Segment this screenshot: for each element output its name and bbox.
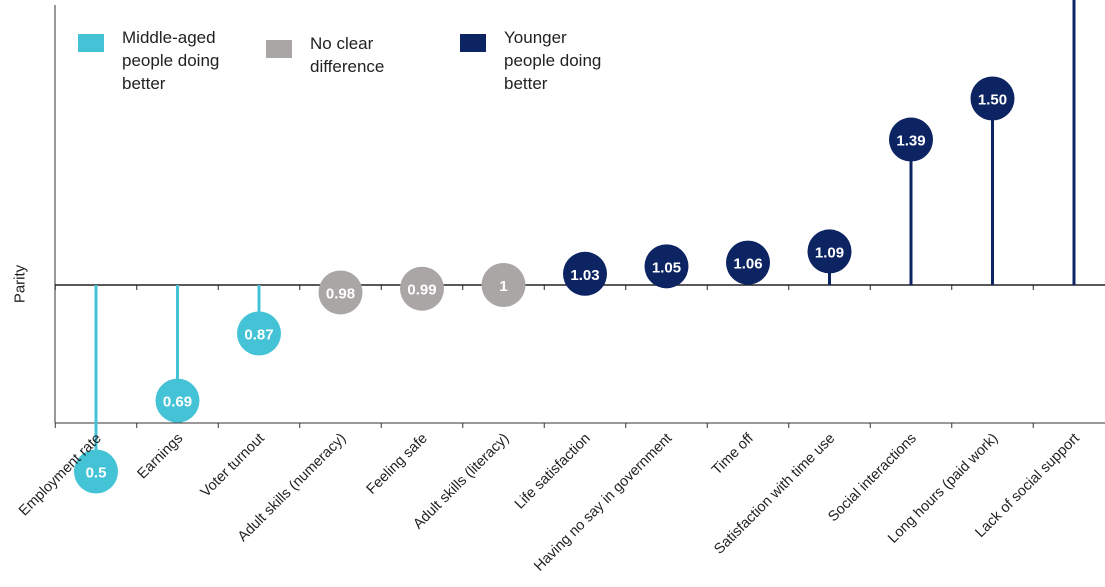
value-label-having-no-say-in-government: 1.05 bbox=[652, 259, 681, 276]
point-having-no-say-in-government bbox=[644, 244, 689, 289]
point-earnings bbox=[155, 378, 200, 423]
value-label-long-hours-paid-work: 1.50 bbox=[978, 92, 1007, 109]
category-label-voter-turnout: Voter turnout bbox=[198, 431, 268, 501]
category-label-earnings: Earnings bbox=[135, 431, 187, 483]
value-label-employment-rate: 0.5 bbox=[86, 465, 107, 482]
point-social-interactions bbox=[889, 117, 933, 162]
value-label-life-satisfaction: 1.03 bbox=[570, 267, 599, 284]
y-axis-label: Parity bbox=[11, 264, 29, 304]
legend-label-younger: Younger people doing better bbox=[504, 28, 602, 93]
category-label-time-off: Time off bbox=[709, 430, 757, 478]
point-voter-turnout bbox=[237, 311, 281, 356]
legend-item-no-difference: No clear difference bbox=[266, 32, 405, 78]
value-label-earnings: 0.69 bbox=[163, 394, 192, 411]
point-long-hours-paid-work bbox=[970, 76, 1015, 121]
legend-label-middle-aged: Middle-aged people doing better bbox=[122, 28, 220, 93]
legend-swatch-no-difference bbox=[266, 40, 292, 58]
point-time-off bbox=[726, 240, 770, 285]
value-label-satisfaction-with-time-use: 1.09 bbox=[815, 244, 844, 261]
point-adult-skills-numeracy bbox=[318, 270, 363, 315]
value-label-adult-skills-literacy: 1 bbox=[499, 278, 507, 295]
value-label-adult-skills-numeracy: 0.98 bbox=[326, 285, 355, 302]
point-satisfaction-with-time-use bbox=[807, 229, 852, 274]
point-feeling-safe bbox=[400, 266, 444, 311]
category-label-having-no-say-in-government: Having no say in government bbox=[531, 431, 675, 575]
legend-item-younger: Younger people doing better bbox=[460, 26, 609, 95]
legend-item-middle-aged: Middle-aged people doing better bbox=[78, 26, 232, 95]
value-label-time-off: 1.06 bbox=[733, 256, 762, 273]
category-label-social-interactions: Social interactions bbox=[825, 431, 920, 526]
legend-swatch-younger bbox=[460, 34, 486, 52]
point-adult-skills-literacy bbox=[481, 263, 526, 307]
point-life-satisfaction bbox=[563, 251, 607, 296]
point-employment-rate bbox=[74, 449, 118, 494]
legend-swatch-middle-aged bbox=[78, 34, 104, 52]
value-label-voter-turnout: 0.87 bbox=[244, 326, 273, 343]
legend-label-no-difference: No clear difference bbox=[310, 34, 385, 76]
value-label-social-interactions: 1.39 bbox=[896, 133, 925, 150]
value-label-feeling-safe: 0.99 bbox=[407, 282, 436, 299]
category-label-feeling-safe: Feeling safe bbox=[364, 431, 431, 498]
category-label-life-satisfaction: Life satisfaction bbox=[512, 431, 594, 513]
